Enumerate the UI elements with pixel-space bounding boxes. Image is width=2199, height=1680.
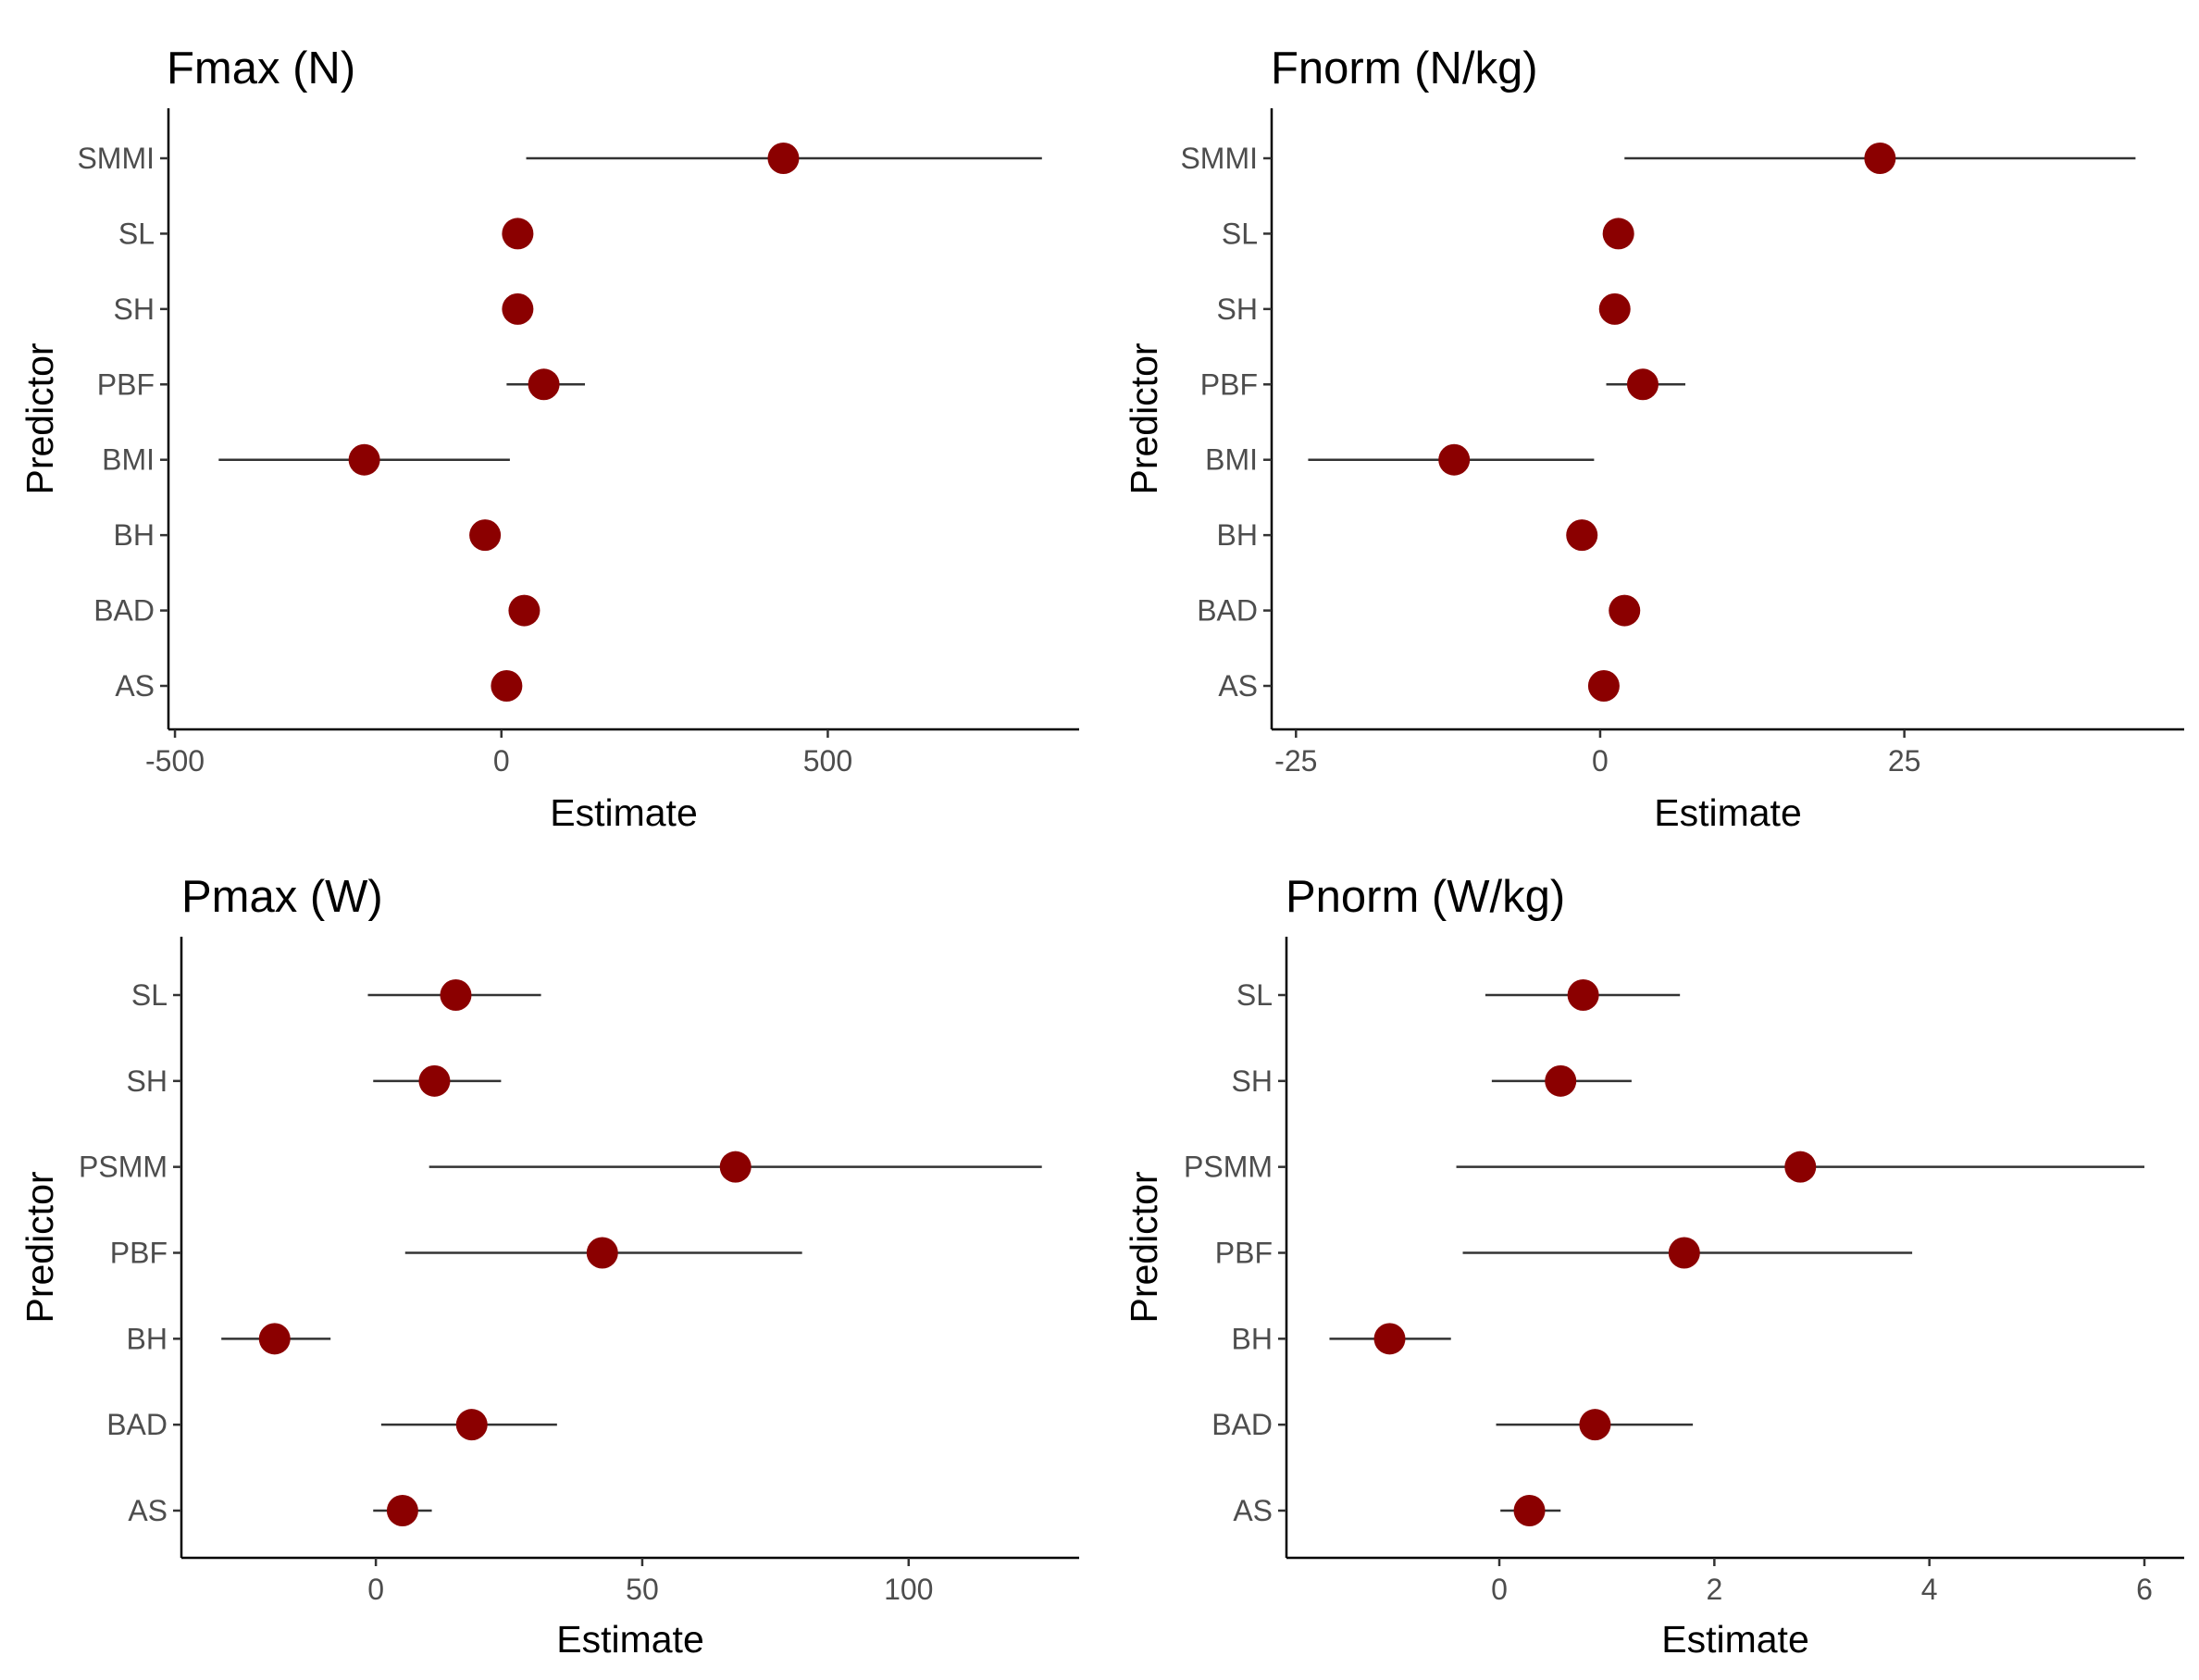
x-tick-label: 0 bbox=[493, 744, 510, 778]
y-tick-label: SL bbox=[1222, 217, 1258, 250]
y-tick-label: BMI bbox=[1205, 443, 1258, 477]
x-tick-label: 50 bbox=[626, 1573, 659, 1606]
estimate-point bbox=[1587, 670, 1620, 702]
estimate-point bbox=[386, 1495, 418, 1526]
estimate-point bbox=[440, 979, 472, 1011]
estimate-point bbox=[719, 1151, 752, 1183]
estimate-point bbox=[1609, 594, 1641, 627]
estimate-point bbox=[1567, 979, 1599, 1011]
y-tick-label: PBF bbox=[110, 1237, 168, 1270]
y-tick-label: PBF bbox=[1215, 1237, 1273, 1270]
estimate-point bbox=[1668, 1237, 1700, 1269]
estimate-point bbox=[1864, 143, 1896, 174]
y-tick-label: SH bbox=[1232, 1064, 1273, 1098]
estimate-point bbox=[1373, 1323, 1406, 1355]
y-tick-label: SL bbox=[131, 978, 168, 1012]
estimate-point bbox=[491, 670, 523, 702]
y-tick-label: AS bbox=[1218, 669, 1258, 703]
estimate-point bbox=[502, 292, 534, 325]
estimate-point bbox=[1566, 519, 1598, 552]
estimate-point bbox=[1602, 218, 1634, 250]
y-tick-label: SMMI bbox=[1180, 142, 1258, 175]
x-tick-label: 100 bbox=[884, 1573, 933, 1606]
y-tick-label: BAD bbox=[1197, 594, 1258, 628]
y-tick-label: PSMM bbox=[79, 1151, 168, 1184]
y-tick-label: BAD bbox=[93, 594, 155, 628]
x-tick-label: 0 bbox=[367, 1573, 384, 1606]
x-tick-label: 2 bbox=[1706, 1573, 1722, 1606]
y-axis-title: Predictor bbox=[1123, 1171, 1165, 1323]
x-tick-label: -25 bbox=[1274, 744, 1317, 778]
x-tick-label: 0 bbox=[1592, 744, 1609, 778]
y-tick-label: AS bbox=[1233, 1494, 1273, 1527]
y-tick-label: BH bbox=[127, 1322, 168, 1355]
y-tick-label: SMMI bbox=[77, 142, 155, 175]
estimate-point bbox=[1579, 1409, 1611, 1441]
y-axis-title: Predictor bbox=[19, 1171, 61, 1323]
estimate-point bbox=[586, 1237, 618, 1269]
estimate-point bbox=[418, 1064, 451, 1097]
x-tick-label: 0 bbox=[1491, 1573, 1508, 1606]
y-tick-label: AS bbox=[128, 1494, 168, 1527]
estimate-point bbox=[528, 368, 560, 401]
y-tick-label: PBF bbox=[1200, 367, 1258, 401]
y-tick-label: SH bbox=[114, 292, 155, 326]
y-tick-label: BAD bbox=[1211, 1408, 1273, 1441]
x-axis-title: Estimate bbox=[550, 791, 698, 834]
estimate-point bbox=[1513, 1495, 1546, 1526]
estimate-point bbox=[767, 143, 800, 174]
estimate-point bbox=[348, 443, 380, 476]
y-tick-label: BH bbox=[1232, 1322, 1273, 1355]
y-tick-label: PSMM bbox=[1184, 1151, 1273, 1184]
x-axis-title: Estimate bbox=[1654, 791, 1802, 834]
y-axis-title: Predictor bbox=[19, 342, 61, 494]
y-tick-label: BAD bbox=[106, 1408, 168, 1441]
x-tick-label: 25 bbox=[1888, 744, 1921, 778]
panel-title: Fnorm (N/kg) bbox=[1271, 44, 1538, 93]
estimate-point bbox=[1626, 368, 1659, 401]
panel-title: Fmax (N) bbox=[167, 44, 355, 93]
x-tick-label: 4 bbox=[1921, 1573, 1938, 1606]
estimate-point bbox=[455, 1409, 488, 1441]
estimate-point bbox=[502, 218, 534, 250]
y-tick-label: BH bbox=[1217, 518, 1258, 552]
y-axis-title: Predictor bbox=[1123, 342, 1165, 494]
panel-title: Pmax (W) bbox=[181, 872, 383, 922]
estimate-point bbox=[1598, 292, 1631, 325]
y-tick-label: SL bbox=[118, 217, 155, 250]
panel-0: Fmax (N) -500 0 500 Estimate Predictor SMMI SL S… bbox=[19, 44, 1079, 834]
estimate-point bbox=[1438, 443, 1471, 476]
estimate-point bbox=[1545, 1064, 1577, 1097]
panel-1: Fnorm (N/kg) -25 0 25 Estimate Predictor SMMI S… bbox=[1123, 44, 2184, 834]
y-tick-label: SH bbox=[127, 1064, 168, 1098]
y-tick-label: BH bbox=[114, 518, 155, 552]
x-axis-title: Estimate bbox=[556, 1618, 704, 1661]
x-tick-label: 6 bbox=[2136, 1573, 2153, 1606]
panel-2: Pmax (W) 0 50 100 Estimate Predictor SL SH PSMM P… bbox=[19, 872, 1079, 1661]
y-tick-label: SL bbox=[1236, 978, 1273, 1012]
x-axis-title: Estimate bbox=[1661, 1618, 1809, 1661]
y-tick-label: SH bbox=[1217, 292, 1258, 326]
estimate-point bbox=[258, 1323, 291, 1355]
panel-title: Pnorm (W/kg) bbox=[1286, 872, 1565, 922]
y-tick-label: AS bbox=[115, 669, 155, 703]
y-tick-label: BMI bbox=[102, 443, 155, 477]
estimate-point bbox=[469, 519, 502, 552]
x-tick-label: -500 bbox=[145, 744, 205, 778]
estimate-point bbox=[508, 594, 540, 627]
y-tick-label: PBF bbox=[97, 367, 155, 401]
x-tick-label: 500 bbox=[803, 744, 852, 778]
panel-3: Pnorm (W/kg) 0 2 4 6 Estimate Predictor SL SH PSM… bbox=[1123, 872, 2184, 1661]
estimate-point bbox=[1784, 1151, 1817, 1183]
